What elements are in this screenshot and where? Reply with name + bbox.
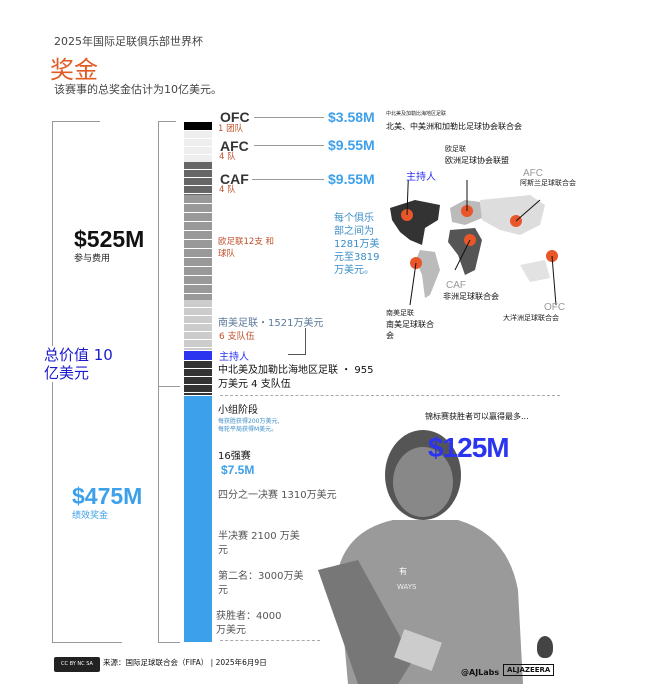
uefa-label: 欧足联12支 和 球队 — [218, 237, 275, 259]
afc-teams: 4 队 — [219, 152, 236, 162]
bar-segment-uefa — [184, 195, 212, 300]
split-bracket — [158, 121, 159, 642]
caf-amount: $9.55M — [328, 171, 375, 187]
map-conmebol-small: 南美足联 — [386, 309, 414, 317]
winner-max-amount: $125M — [428, 432, 510, 463]
stage-group: 小组阶段 — [218, 405, 258, 416]
world-map — [390, 180, 558, 306]
group-note-2: 每轮平局获得M美元。 — [218, 426, 278, 433]
ajlabs-handle: @AJLabs — [461, 668, 500, 677]
map-afc: 阿斯兰足球联合会 — [520, 179, 576, 187]
map-afc-code: AFC — [523, 168, 543, 179]
split-mid — [158, 386, 180, 387]
map-concacaf-small: 中北美及加勒比海地区足联 — [386, 111, 447, 117]
map-oceania — [520, 260, 550, 282]
map-host: 主持人 — [406, 172, 436, 183]
ofc-connector — [254, 117, 324, 118]
aljazeera-logo-icon — [537, 636, 553, 658]
page-title: 奖金 — [50, 56, 98, 84]
split-top — [158, 121, 176, 122]
map-concacaf: 北美、中美洲和加勒比足球协会联合会 — [386, 122, 522, 131]
ofc-code: OFC — [220, 109, 250, 125]
photo-shirt: WAYS — [397, 583, 417, 591]
subtitle: 该赛事的总奖金估计为10亿美元。 — [54, 83, 222, 96]
afc-code: AFC — [220, 138, 249, 154]
player-photo — [318, 430, 523, 684]
r16-amount: $7.5M — [221, 463, 255, 477]
stage-runner-up: 第二名：3000万美元 — [218, 571, 304, 596]
ofc-teams: 1 团队 — [218, 124, 244, 134]
participation-label: 参与费用 — [74, 254, 111, 264]
caf-teams: 4 队 — [219, 185, 236, 195]
total-label: 总价值 10 亿美元 — [44, 346, 128, 382]
concacaf-label: 中北美及加勒比海地区足联 ・ 955万美元 4 支队伍 — [218, 365, 374, 390]
ofc-amount: $3.58M — [328, 109, 375, 125]
stage-sf: 半决赛 2100 万美元 — [218, 531, 300, 556]
host-connector-h — [288, 354, 306, 355]
bar-segment-conmebol — [184, 300, 212, 350]
cc-license-icon: CC BY NC SA — [54, 657, 100, 672]
winner-teaser: 锦标赛获胜者可以赢得最多... — [425, 412, 529, 421]
bar-segment-host — [184, 351, 212, 360]
stage-winner: 获胜者：4000万美元 — [216, 611, 282, 636]
bar-segment-caf — [184, 162, 212, 195]
map-conmebol: 南美足球联合会 — [386, 320, 434, 340]
stage-r16: 16强赛 — [218, 451, 251, 462]
split-bottom — [158, 642, 180, 643]
afc-amount: $9.55M — [328, 137, 375, 153]
performance-amount: $475M — [72, 483, 143, 509]
bracket-top — [52, 121, 100, 122]
bar-segment-performance — [184, 396, 212, 642]
map-asia — [480, 195, 545, 235]
performance-label: 绩效奖金 — [72, 511, 109, 521]
caf-code: CAF — [220, 171, 249, 187]
divider-bottom — [220, 640, 320, 641]
map-caf-code: CAF — [446, 280, 466, 291]
bar-segment-ofc — [184, 122, 212, 130]
conmebol-label: 南美足联・1521万美元 — [218, 318, 324, 329]
supertitle: 2025年国际足联俱乐部世界杯 — [54, 35, 203, 48]
conmebol-teams: 6 支队伍 — [219, 332, 255, 342]
map-south-america — [416, 250, 440, 298]
participation-amount: $525M — [74, 226, 145, 252]
aljazeera-wordmark: ALJAZEERA — [503, 664, 555, 676]
map-caf: 非洲足球联合会 — [443, 292, 499, 301]
divider — [220, 395, 560, 396]
bar-segment-concacaf — [184, 361, 212, 395]
caf-connector — [252, 179, 324, 180]
stage-qf: 四分之一决赛 1310万美元 — [218, 490, 337, 501]
map-ofc-code: OFC — [544, 302, 566, 313]
photo-text: 有 — [399, 567, 407, 576]
map-ofc: 大洋洲足球联合会 — [503, 314, 559, 322]
per-club-note: 每个俱乐部之间为1281万美元至3819万美元。 — [334, 213, 380, 276]
bracket-bottom — [52, 642, 122, 643]
bar-segment-afc — [184, 131, 212, 162]
map-uefa-small: 欧足联 — [445, 145, 466, 153]
source-note: 来源：国际足球联合会（FIFA） | 2025年6月9日 — [103, 658, 267, 667]
map-africa — [448, 228, 482, 275]
group-note-1: 每获胜获得200万美元, — [218, 418, 280, 425]
map-north-america — [390, 200, 440, 245]
host-connector — [305, 328, 306, 354]
afc-connector — [254, 145, 324, 146]
map-uefa: 欧洲足球协会联盟 — [445, 156, 509, 165]
host-label: 主持人 — [219, 352, 249, 363]
